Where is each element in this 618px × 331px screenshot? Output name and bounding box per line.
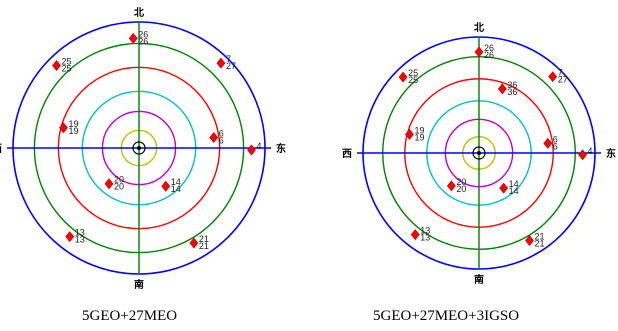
satellite-marker [548, 71, 558, 83]
satellite-label: 21 [199, 234, 209, 244]
satellite-label: 13 [420, 233, 430, 243]
direction-west: 西 [342, 148, 352, 160]
satellite-label: 14 [171, 184, 181, 194]
satellite-marker [405, 128, 414, 140]
satellite-label: 6 [219, 128, 224, 138]
satellite-label: 27 [558, 75, 568, 85]
satellite-marker [128, 32, 138, 44]
caption-right: 5GEO+27MEO+3IGSO [373, 308, 520, 324]
satellite-marker [525, 235, 534, 246]
satellite-label: 13 [420, 226, 430, 236]
zenith-marker [472, 146, 486, 160]
satellite-marker [447, 180, 456, 192]
satellite-marker [161, 180, 171, 192]
satellite-label: 25 [408, 68, 418, 78]
satellite-6: 66 [209, 128, 224, 145]
satellite-label: 19 [414, 132, 424, 142]
zenith-dot [477, 151, 481, 155]
satellite-label: 4 [256, 141, 261, 151]
satellite-label: 21 [535, 232, 545, 242]
satellite-marker [209, 132, 219, 143]
zenith-marker [132, 141, 146, 155]
satellite-marker [104, 178, 114, 190]
satellite-label: 14 [509, 186, 519, 196]
satellite-marker [497, 83, 507, 95]
direction-east: 东 [606, 147, 616, 160]
satellite-marker [410, 229, 420, 241]
satellite-marker [398, 71, 408, 83]
satellite-7: 727 [548, 68, 568, 85]
satellite-label: 21 [199, 241, 209, 251]
satellite-label: 19 [68, 119, 78, 129]
satellite-label: 36 [507, 87, 517, 97]
caption-left: 5GEO+27MEO [82, 308, 178, 324]
satellite-label: 7 [226, 54, 231, 64]
satellite-label: 20 [114, 175, 124, 185]
satellite-marker [578, 149, 587, 161]
satellite-4: 4 [247, 141, 262, 156]
satellite-marker [52, 60, 61, 72]
satellite-marker [499, 182, 509, 194]
satellite-label: 14 [171, 177, 181, 187]
direction-east: 东 [276, 142, 286, 155]
satellite-label: 26 [484, 43, 494, 53]
satellite-label: 25 [62, 57, 72, 67]
satellite-label: 6 [219, 135, 224, 145]
satellite-marker [247, 144, 256, 156]
satellite-label: 7 [558, 68, 563, 78]
satellite-label: 13 [75, 235, 85, 245]
satellite-marker [65, 231, 75, 243]
satellite-6: 66 [543, 134, 558, 151]
satellite-label: 27 [226, 61, 236, 71]
satellite-label: 20 [114, 182, 124, 192]
satellite-label: 26 [138, 29, 148, 39]
satellite-label: 6 [553, 141, 558, 151]
satellite-label: 26 [138, 36, 148, 46]
satellite-label: 13 [75, 228, 85, 238]
satellite-label: 20 [456, 184, 466, 194]
direction-north: 北 [134, 6, 144, 19]
direction-west: 西 [0, 143, 2, 155]
satellite-label: 25 [408, 75, 418, 85]
satellite-marker [59, 122, 68, 134]
satellite-label: 20 [456, 177, 466, 187]
direction-south: 南 [134, 278, 144, 291]
satellite-label: 36 [507, 80, 517, 90]
satellite-7: 727 [216, 54, 236, 71]
direction-south: 南 [474, 273, 484, 286]
satellite-marker [474, 46, 484, 58]
satellite-label: 19 [414, 125, 424, 135]
satellite-4: 4 [578, 146, 593, 161]
satellite-marker [189, 237, 199, 249]
satellite-label: 4 [588, 146, 593, 156]
zenith-dot [137, 146, 141, 150]
satellite-marker [216, 57, 226, 69]
satellite-label: 25 [62, 64, 72, 74]
satellite-label: 6 [553, 134, 558, 144]
direction-north: 北 [474, 21, 484, 34]
satellite-label: 26 [484, 50, 494, 60]
satellite-label: 14 [509, 179, 519, 189]
satellite-label: 19 [68, 126, 78, 136]
satellite-label: 21 [535, 239, 545, 249]
satellite-marker [543, 137, 553, 149]
